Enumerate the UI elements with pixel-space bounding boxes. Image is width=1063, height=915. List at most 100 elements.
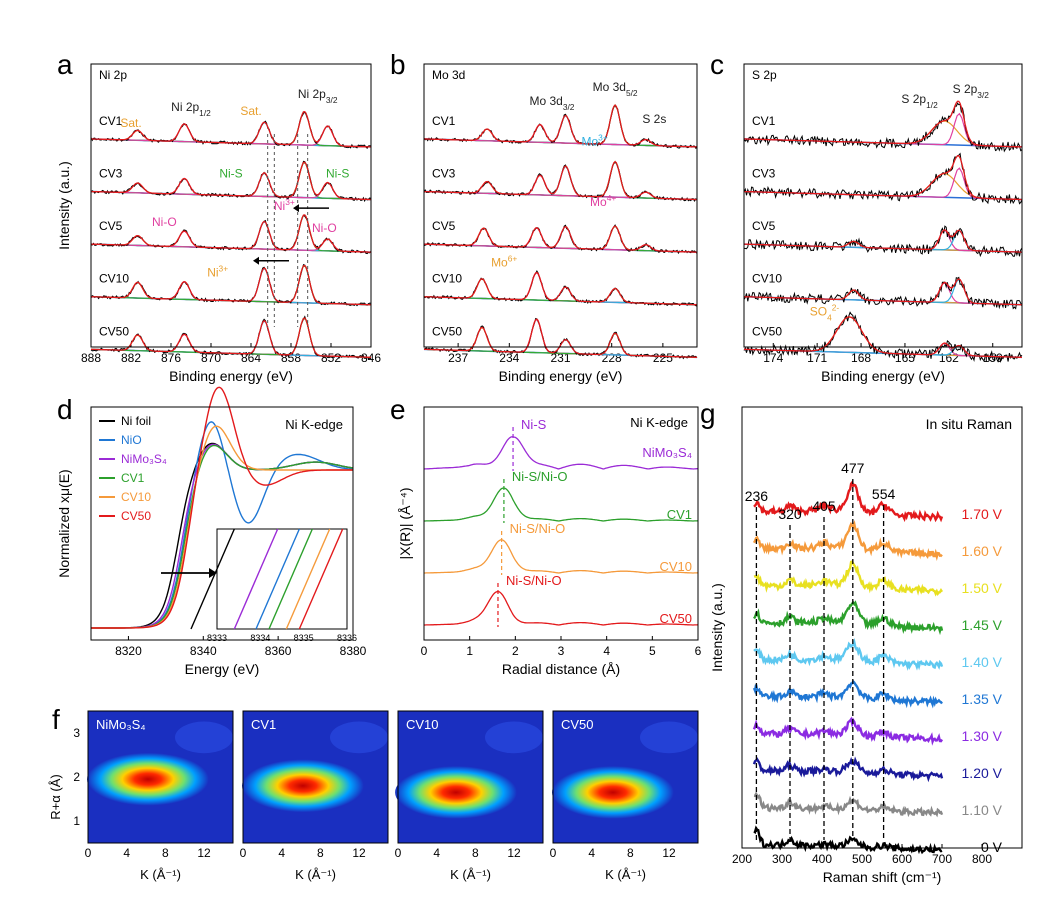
fit-component (90, 265, 371, 306)
raw-data-line (423, 224, 698, 255)
potential-label: 1.35 V (962, 691, 1003, 707)
peak-position-label: 477 (841, 460, 865, 476)
x-tick-label: 0 (85, 846, 92, 860)
x-tick-label: 0 (421, 644, 428, 658)
x-tick-label: 888 (81, 351, 101, 365)
inset-line (190, 528, 235, 630)
x-axis-label: Radial distance (Å) (502, 661, 620, 677)
x-tick-label: 171 (807, 351, 827, 365)
legend-label: Ni foil (121, 414, 151, 428)
panel-g-frame (741, 406, 1023, 849)
inset-tick-label: 8333 (207, 633, 227, 643)
envelope-line (743, 316, 1022, 358)
potential-label: 1.10 V (962, 802, 1003, 818)
corner-label: Mo 3d (432, 68, 465, 82)
x-tick-label: 237 (448, 351, 468, 365)
raw-data-line (743, 102, 1023, 153)
x-tick-label: 8 (627, 846, 634, 860)
x-tick-label: 0 (240, 846, 247, 860)
fit-component (423, 165, 697, 201)
heatmap-frame (87, 710, 234, 844)
x-tick-label: 12 (507, 846, 521, 860)
x-tick-label: 8 (472, 846, 479, 860)
peak-annotation: Sat. (240, 104, 261, 118)
ft-line (424, 590, 699, 626)
peak-label: Ni-S/Ni-O (510, 521, 566, 536)
map-label: NiMo₃S₄ (96, 717, 146, 732)
x-axis-label: Binding energy (eV) (169, 368, 293, 384)
x-axis-label: Binding energy (eV) (821, 368, 945, 384)
y-axis-label: Intensity (a.u.) (709, 583, 725, 672)
envelope-line (90, 214, 371, 253)
map-label: CV10 (406, 717, 439, 732)
peak-annotation: Ni 2p3/2 (298, 87, 338, 105)
series-label: CV50 (659, 611, 692, 626)
peak-annotation: Ni-O (312, 221, 337, 235)
series-label: NiMo₃S₄ (642, 445, 692, 460)
raman-line (753, 791, 944, 818)
peak-position-label: 320 (778, 506, 802, 522)
raw-data-line (743, 311, 1023, 364)
panel-b-frame (423, 63, 698, 348)
panel-a-frame (90, 63, 372, 348)
x-tick-label: 876 (161, 351, 181, 365)
peak-annotation: Ni3+ (274, 197, 295, 213)
ft-line (424, 487, 699, 522)
envelope-line (90, 317, 371, 358)
raman-line (753, 560, 943, 597)
x-tick-label: 8320 (115, 644, 142, 658)
x-tick-label: 234 (499, 351, 519, 365)
series-label: CV5 (99, 219, 123, 233)
peak-position-label: 405 (812, 498, 836, 514)
panel-e: e Ni K-edge 0 1 2 3 4 5 6 Radial distance (Å) |X(R… (390, 394, 702, 677)
series-label: CV1 (99, 114, 123, 128)
map-label: CV1 (251, 717, 276, 732)
peak-annotation: Sat. (120, 116, 141, 130)
series-label: CV3 (99, 167, 123, 181)
x-tick-label: 8 (162, 846, 169, 860)
series-label: CV5 (432, 219, 456, 233)
x-tick-label: 168 (851, 351, 871, 365)
corner-label: Ni 2p (99, 68, 127, 82)
peak-annotation: S 2p1/2 (901, 92, 938, 110)
envelope-line (743, 155, 1022, 201)
x-tick-label: 300 (772, 852, 792, 866)
x-tick-label: 2 (512, 644, 519, 658)
peak-annotation: Ni-S (219, 167, 242, 181)
peak-annotation: S 2p3/2 (953, 82, 990, 100)
x-tick-label: 3 (558, 644, 565, 658)
legend-label: CV50 (121, 509, 151, 523)
x-tick-label: 1 (466, 644, 473, 658)
panel-letter: d (57, 394, 73, 425)
series-label: CV50 (752, 324, 782, 338)
potential-label: 1.20 V (962, 765, 1003, 781)
x-tick-label: 800 (972, 852, 992, 866)
inset-arrow-head (209, 568, 217, 578)
raman-line (752, 679, 943, 709)
y-axis-label: Normalized xμ(E) (56, 469, 72, 577)
inset-line (255, 528, 300, 630)
envelope-line (743, 100, 1022, 148)
envelope-line (423, 104, 697, 148)
peak-annotation: Mo 3d5/2 (593, 80, 638, 98)
x-tick-label: 162 (939, 351, 959, 365)
series-label: CV50 (432, 324, 462, 338)
x-tick-label: 12 (662, 846, 676, 860)
peak-position-label: 554 (872, 486, 896, 502)
series-label: CV10 (659, 559, 692, 574)
inset-line (298, 528, 344, 630)
heatmap-blob (87, 752, 209, 806)
x-tick-label: 200 (732, 852, 752, 866)
series-label: CV3 (432, 167, 456, 181)
potential-label: 1.60 V (962, 543, 1003, 559)
series-label: CV5 (752, 219, 776, 233)
envelope-line (743, 278, 1022, 306)
panel-letter: f (52, 704, 60, 735)
x-tick-label: 231 (550, 351, 570, 365)
potential-label: 0 V (981, 839, 1003, 855)
x-tick-label: 174 (763, 351, 783, 365)
series-label: CV1 (667, 507, 692, 522)
x-axis-label: K (Å⁻¹) (140, 867, 181, 882)
potential-label: 1.40 V (962, 654, 1003, 670)
panel-g: g In situ Raman 200 300 400 500 600 700 800 Raman… (700, 398, 1012, 885)
